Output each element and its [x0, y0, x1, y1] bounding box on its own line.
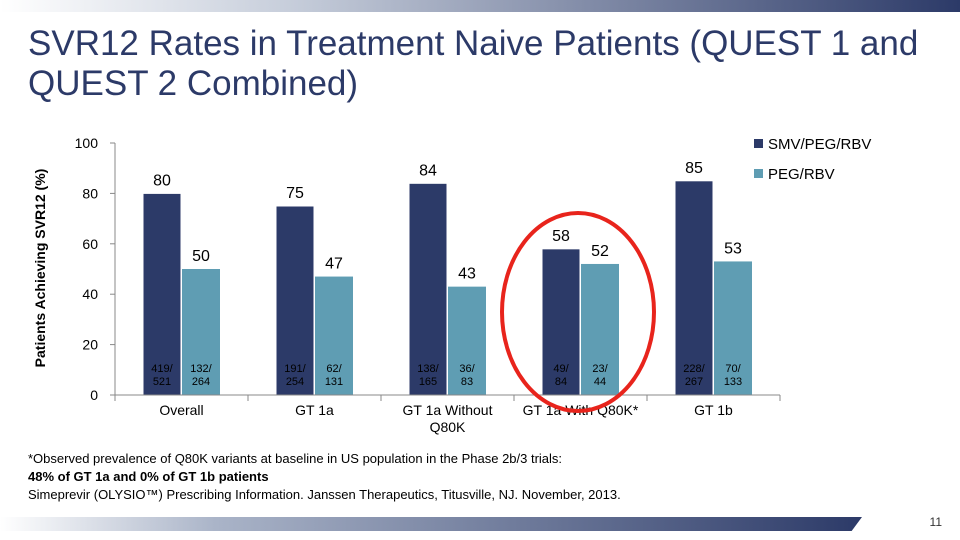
bottom-decorative-bar: [0, 517, 862, 531]
bar-value-label: 75: [286, 185, 304, 202]
bar: [541, 248, 581, 396]
bar: [674, 180, 714, 396]
bar: [182, 269, 220, 395]
slide-title: SVR12 Rates in Treatment Naive Patients …: [28, 24, 919, 103]
y-axis-label: Patients Achieving SVR12 (%): [32, 169, 48, 368]
bar-value-label: 43: [458, 266, 476, 283]
bar-n-label: 49/84: [553, 363, 569, 388]
footnote-percentages: 48% of GT 1a and 0% of GT 1b patients: [28, 469, 269, 484]
highlight-circle: [500, 211, 656, 413]
bar-n-label: 70/133: [724, 363, 742, 388]
bar-value-label: 85: [685, 160, 703, 177]
bar-value-label: 52: [591, 243, 609, 260]
bars: 80 419/521 50 132/264 75 191/254 47 62/131 84 138…: [142, 160, 752, 396]
bar: [315, 276, 353, 395]
y-tick-label: 100: [75, 135, 99, 151]
bar: [275, 205, 315, 396]
footnote: *Observed prevalence of Q80K variants at…: [28, 450, 908, 504]
x-category-label: GT 1a Without Q80K: [402, 402, 492, 435]
bar-n-label: 191/254: [284, 363, 306, 388]
bar-value-label: 53: [724, 240, 742, 257]
bar: [581, 263, 619, 395]
bar-n-label: 138/165: [417, 363, 439, 388]
y-axis: 0 20 40 60 80 100: [75, 135, 116, 403]
y-tick-label: 80: [82, 185, 98, 201]
y-tick-label: 0: [90, 387, 98, 403]
legend: SMV/PEG/RBV PEG/RBV: [754, 136, 871, 183]
x-category-label: GT 1a: [295, 402, 334, 418]
bar-n-label: 419/521: [151, 363, 173, 388]
bar-value-label: 50: [192, 248, 210, 265]
y-tick-label: 40: [82, 286, 98, 302]
bar-value-label: 47: [325, 256, 343, 273]
legend-swatch: [754, 139, 763, 148]
legend-label: PEG/RBV: [768, 166, 835, 183]
bar-n-label: 228/267: [683, 363, 705, 388]
bar-n-label: 36/83: [459, 363, 475, 388]
x-category-label: Overall: [159, 402, 203, 418]
footnote-reference: Simeprevir (OLYSIO™) Prescribing Informa…: [28, 487, 621, 502]
y-tick-label: 20: [82, 337, 98, 353]
bar: [714, 261, 752, 395]
bar-value-label: 58: [552, 228, 570, 245]
bar: [448, 286, 486, 395]
legend-label: SMV/PEG/RBV: [768, 136, 871, 153]
x-category-label: GT 1b: [694, 402, 733, 418]
bar: [408, 182, 448, 396]
footnote-prevalence: *Observed prevalence of Q80K variants at…: [28, 451, 563, 466]
bar-value-label: 84: [419, 162, 437, 179]
top-decorative-bar: [0, 0, 960, 12]
legend-swatch: [754, 169, 763, 178]
bar-n-label: 23/44: [592, 363, 608, 388]
y-tick-label: 60: [82, 236, 98, 252]
bar: [142, 192, 182, 396]
bar-n-label: 62/131: [325, 363, 343, 388]
page-number: 11: [929, 515, 942, 529]
bar-value-label: 80: [153, 172, 171, 189]
bar-n-label: 132/264: [190, 363, 212, 388]
